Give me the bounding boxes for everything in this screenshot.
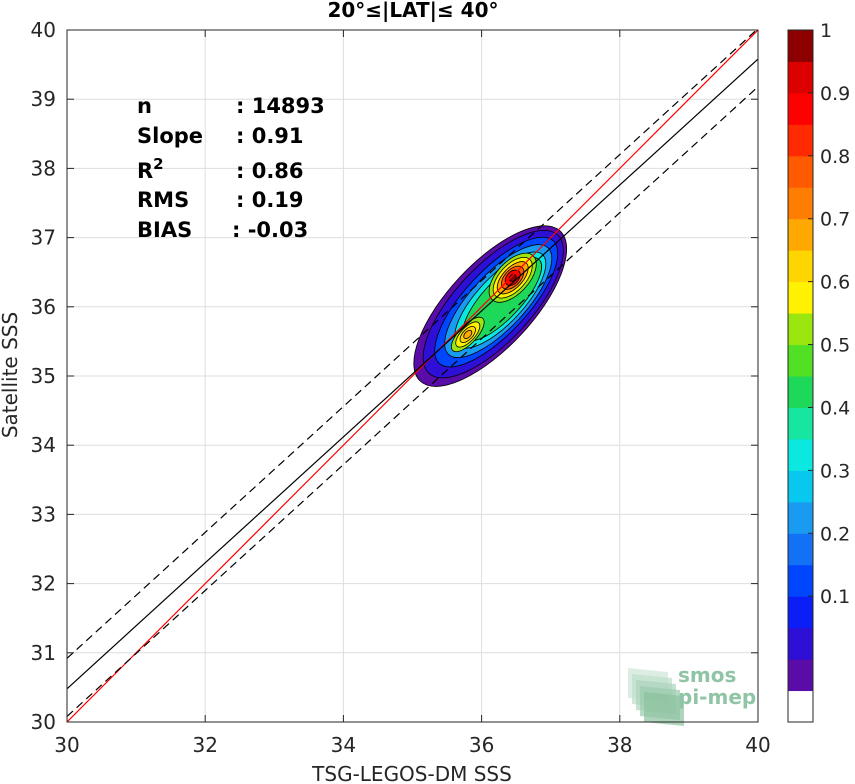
- colorbar-swatch: [788, 344, 813, 377]
- colorbar-swatch: [788, 30, 813, 62]
- stat-value: : 0.19: [236, 188, 304, 212]
- colorbar-tick-label: 0.1: [820, 586, 850, 608]
- stat-value: : 14893: [236, 94, 325, 118]
- x-axis-label: TSG-LEGOS-DM SSS: [311, 762, 512, 784]
- density-peak-primary: [508, 273, 517, 282]
- colorbar-swatch: [788, 61, 813, 94]
- colorbar-tick-label: 0.5: [820, 335, 850, 357]
- chart-title: 20°≤|LAT|≤ 40°: [327, 0, 498, 22]
- colorbar-tick-label: 0.7: [820, 209, 850, 231]
- watermark-layer-shape: [644, 692, 684, 726]
- stat-value: : 0.86: [236, 159, 304, 183]
- y-axis-label: Satellite SSS: [0, 312, 22, 438]
- stat-value: : -0.03: [232, 218, 308, 242]
- colorbar-swatch: [788, 92, 813, 125]
- watermark-smos: smos: [678, 663, 736, 687]
- y-tick-label: 38: [31, 156, 56, 180]
- y-tick-label: 34: [31, 433, 56, 457]
- stat-key-sup: 2: [153, 155, 163, 173]
- colorbar-swatch: [788, 438, 813, 471]
- colorbar-swatch: [788, 596, 813, 629]
- colorbar-tick-label: 0.3: [820, 460, 850, 482]
- x-tick-label: 38: [607, 733, 632, 757]
- stat-key: n: [137, 94, 152, 118]
- colorbar-swatch: [788, 313, 813, 346]
- colorbar-swatch: [788, 627, 813, 660]
- regression-lines: [67, 30, 758, 722]
- colorbar-tick-label: 0.8: [820, 146, 850, 168]
- density-group: [413, 225, 568, 387]
- line-fit: [67, 58, 758, 690]
- colorbar-swatch: [788, 187, 813, 220]
- y-tick-label: 30: [31, 710, 56, 734]
- y-tick-label: 37: [31, 226, 56, 250]
- colorbar-swatch: [788, 124, 813, 157]
- colorbar-swatch: [788, 407, 813, 440]
- x-tick-label: 40: [745, 733, 770, 757]
- colorbar-frame: [787, 29, 814, 723]
- colorbar-swatch: [788, 533, 813, 566]
- y-tick-label: 39: [31, 87, 56, 111]
- colorbar: 0.1 0.2 0.3 0.4 0.5 0.6 0.7 0.8 0.9 1: [787, 20, 850, 723]
- stat-value: : 0.91: [236, 124, 304, 148]
- colorbar-tick-label: 0.6: [820, 272, 850, 294]
- x-tick-label: 32: [192, 733, 217, 757]
- x-tick-label: 36: [469, 733, 494, 757]
- colorbar-swatch: [788, 281, 813, 314]
- x-tick-label: 30: [54, 733, 79, 757]
- watermark-icon: [628, 668, 684, 726]
- colorbar-tick-label: 0.2: [820, 523, 850, 545]
- stat-key: RMS: [137, 188, 189, 212]
- line-1-1: [67, 30, 758, 722]
- y-tick-label: 31: [31, 641, 56, 665]
- colorbar-swatch: [788, 564, 813, 597]
- stat-key: Slope: [137, 124, 203, 148]
- colorbar-swatch: [788, 659, 813, 692]
- colorbar-swatch: [788, 218, 813, 251]
- colorbar-tick-label: 0.9: [820, 83, 850, 105]
- stat-key: BIAS: [137, 218, 192, 242]
- colorbar-swatch: [788, 376, 813, 408]
- y-tick-label: 33: [31, 502, 56, 526]
- x-axis-ticks: 30 32 34 36 38 40: [54, 30, 771, 757]
- y-tick-label: 36: [31, 295, 56, 319]
- stats-box: n : 14893 Slope : 0.91 R2 : 0.86 RMS : 0.19 BIAS…: [137, 94, 325, 242]
- colorbar-swatch: [788, 690, 813, 723]
- density-contours: [413, 225, 568, 387]
- colorbar-tick-label: 1: [820, 20, 832, 42]
- colorbar-swatch: [788, 250, 813, 283]
- colorbar-swatch: [788, 155, 813, 188]
- line-fit-2rms: [67, 86, 758, 717]
- colorbar-swatch: [788, 501, 813, 534]
- y-tick-label: 35: [31, 364, 56, 388]
- colorbar-swatch: [788, 470, 813, 503]
- stat-key: R2: [137, 155, 164, 183]
- y-tick-label: 40: [31, 18, 56, 42]
- y-axis-ticks: 30 31 32 33 34 35 36 37 38 39 40: [31, 18, 758, 734]
- density-peak-secondary: [463, 329, 473, 340]
- colorbar-tick-label: 0.4: [820, 397, 850, 419]
- watermark-pimep: pi-mep: [678, 685, 756, 709]
- x-tick-label: 34: [331, 733, 356, 757]
- line-group: [67, 30, 758, 722]
- y-tick-label: 32: [31, 572, 56, 596]
